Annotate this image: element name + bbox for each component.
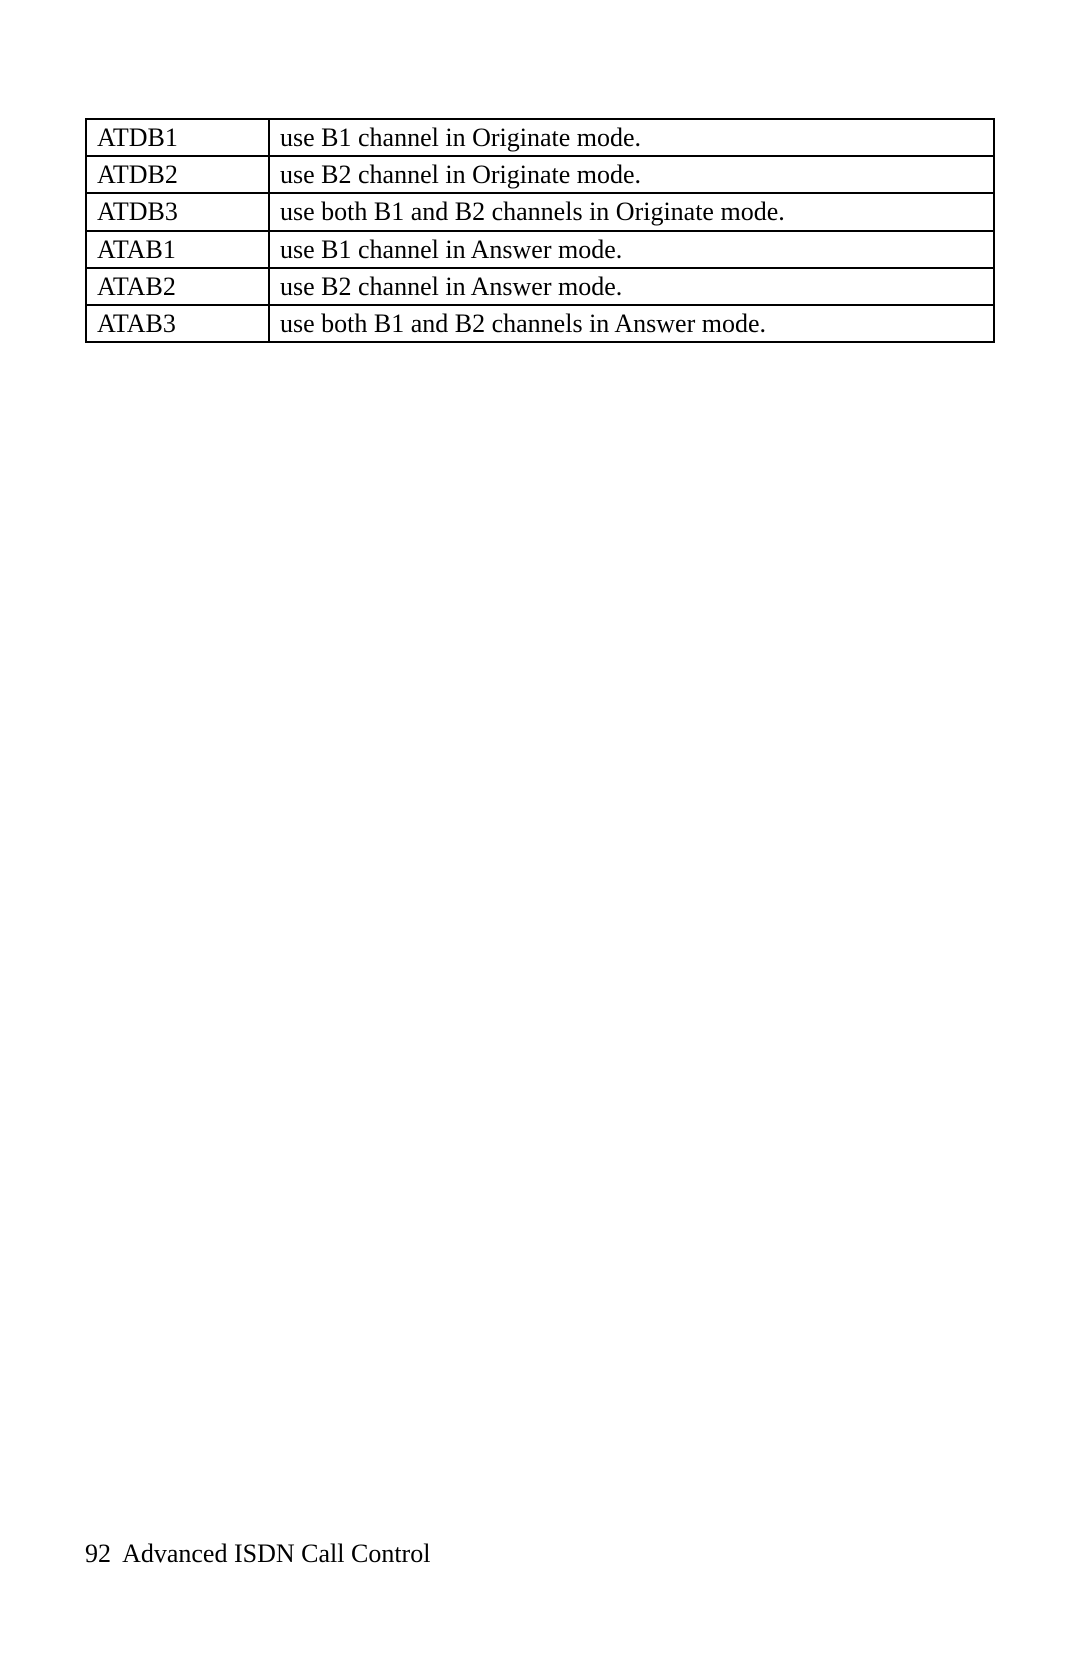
page-content: ATDB1 use B1 channel in Originate mode. … <box>0 0 1080 343</box>
cell-command: ATDB2 <box>86 156 269 193</box>
cell-description: use B1 channel in Originate mode. <box>269 119 994 156</box>
cell-command: ATDB3 <box>86 193 269 230</box>
page-number: 92 <box>85 1539 111 1568</box>
command-table: ATDB1 use B1 channel in Originate mode. … <box>85 118 995 343</box>
cell-command: ATAB2 <box>86 268 269 305</box>
cell-command: ATDB1 <box>86 119 269 156</box>
cell-description: use B1 channel in Answer mode. <box>269 231 994 268</box>
page-footer: 92 Advanced ISDN Call Control <box>85 1539 430 1569</box>
cell-description: use both B1 and B2 channels in Originate… <box>269 193 994 230</box>
table-row: ATDB1 use B1 channel in Originate mode. <box>86 119 994 156</box>
cell-command: ATAB1 <box>86 231 269 268</box>
footer-title: Advanced ISDN Call Control <box>122 1539 430 1568</box>
table-row: ATDB2 use B2 channel in Originate mode. <box>86 156 994 193</box>
cell-description: use B2 channel in Answer mode. <box>269 268 994 305</box>
table-row: ATAB3 use both B1 and B2 channels in Ans… <box>86 305 994 342</box>
table-row: ATAB2 use B2 channel in Answer mode. <box>86 268 994 305</box>
table-row: ATDB3 use both B1 and B2 channels in Ori… <box>86 193 994 230</box>
table-row: ATAB1 use B1 channel in Answer mode. <box>86 231 994 268</box>
cell-description: use both B1 and B2 channels in Answer mo… <box>269 305 994 342</box>
cell-command: ATAB3 <box>86 305 269 342</box>
cell-description: use B2 channel in Originate mode. <box>269 156 994 193</box>
